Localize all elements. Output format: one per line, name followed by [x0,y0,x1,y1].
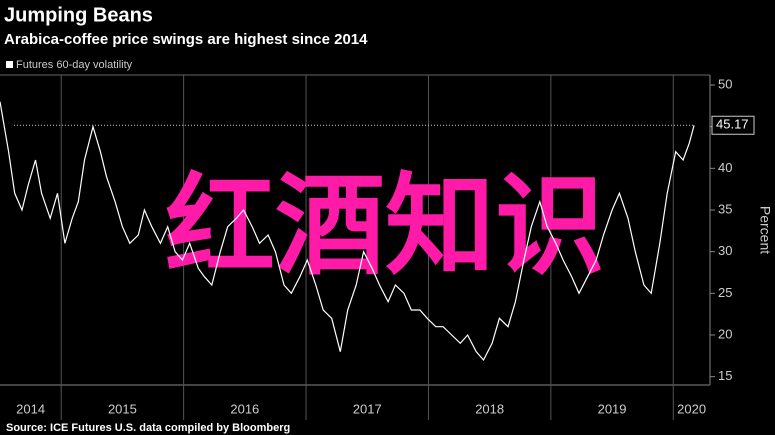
y-tick-label: 20 [718,326,732,341]
legend-swatch [6,61,13,68]
chart-title: Jumping Beans [4,4,153,26]
x-tick-label: 2019 [598,401,627,416]
last-value-box [711,115,755,135]
chart-subtitle: Arabica-coffee price swings are highest … [4,31,368,48]
x-tick-label: 2020 [677,401,706,416]
x-tick-label: 2014 [16,401,45,416]
y-tick-label: 25 [718,285,732,300]
x-tick-label: 2016 [230,401,259,416]
x-tick-label: 2018 [475,401,504,416]
x-tick-label: 2015 [108,401,137,416]
series-line [0,101,695,362]
source: Source: ICE Futures U.S. data compiled b… [6,422,290,434]
y-tick-label: 35 [718,201,732,216]
y-tick-label: 15 [718,368,732,383]
y-tick-label: 30 [718,243,732,258]
y-tick-label: 40 [718,160,732,175]
last-value-label: 45.17 [716,117,749,132]
y-axis-label: Percent [757,206,773,254]
y-tick-label: 50 [718,76,732,91]
watermark: 红酒知识 [165,165,605,288]
legend-label: Futures 60-day volatility [16,59,133,71]
x-tick-label: 2017 [353,401,382,416]
